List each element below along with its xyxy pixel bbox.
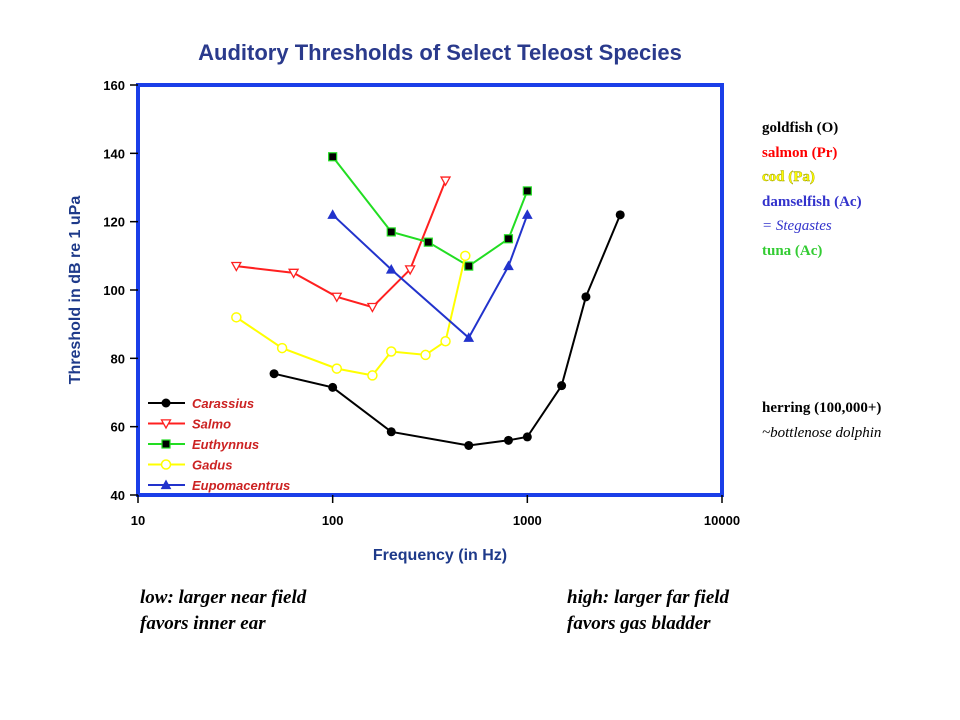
low-note-line1: low: larger near field bbox=[140, 587, 307, 608]
series-layer bbox=[230, 152, 625, 450]
note-herring: herring (100,000+) bbox=[762, 400, 882, 416]
y-axis-label: Threshold in dB re 1 uPa bbox=[67, 196, 84, 385]
data-point-carassius bbox=[522, 432, 532, 442]
data-point-eupomacentrus bbox=[521, 209, 533, 219]
series-salmo bbox=[230, 176, 452, 313]
series-line-eupomacentrus bbox=[332, 214, 529, 340]
y-tick-label: 60 bbox=[111, 420, 125, 435]
legend-item-salmo: Salmo bbox=[148, 417, 231, 432]
series-gadus bbox=[231, 250, 471, 381]
x-tick-label: 10000 bbox=[704, 513, 740, 528]
x-tick-label: 1000 bbox=[513, 513, 542, 528]
species-notes: goldfish (O) salmon (Pr) cod (Pa) damsel… bbox=[762, 116, 862, 263]
data-point-euthynnus bbox=[464, 261, 474, 271]
x-axis-label: Frequency (in Hz) bbox=[373, 547, 507, 564]
data-point-salmo bbox=[439, 176, 452, 187]
data-point-euthynnus bbox=[386, 227, 396, 237]
data-point-carassius bbox=[503, 435, 513, 445]
data-point-gadus bbox=[331, 363, 343, 374]
legend-swatch-marker bbox=[160, 419, 172, 430]
series-line-gadus bbox=[235, 255, 467, 377]
legend-swatch-marker bbox=[160, 459, 172, 470]
high-frequency-note: high: larger far field favors gas bladde… bbox=[567, 585, 729, 637]
note-dolphin: ~bottlenose dolphin bbox=[762, 425, 882, 441]
other-notes: herring (100,000+) ~bottlenose dolphin bbox=[762, 396, 881, 446]
data-point-carassius bbox=[557, 381, 567, 391]
data-point-carassius bbox=[269, 369, 279, 379]
legend-item-carassius: Carassius bbox=[148, 396, 254, 411]
data-point-gadus bbox=[420, 349, 431, 361]
legend-label: Eupomacentrus bbox=[192, 478, 290, 493]
data-point-carassius bbox=[581, 292, 591, 302]
legend-swatch-marker bbox=[161, 398, 171, 408]
data-point-gadus bbox=[386, 346, 397, 357]
data-point-euthynnus bbox=[423, 237, 433, 247]
data-point-eupomacentrus bbox=[385, 263, 397, 274]
data-point-carassius bbox=[328, 382, 338, 392]
legend-swatch-marker bbox=[161, 439, 171, 449]
data-point-euthynnus bbox=[503, 234, 514, 244]
data-point-salmo bbox=[404, 265, 416, 276]
data-point-salmo bbox=[230, 261, 242, 272]
legend-item-gadus: Gadus bbox=[148, 458, 232, 473]
series-line-euthynnus bbox=[331, 156, 529, 268]
series-euthynnus bbox=[328, 152, 532, 271]
legend-item-euthynnus: Euthynnus bbox=[148, 437, 259, 452]
low-note-line2: favors inner ear bbox=[140, 613, 266, 634]
series-line-salmo bbox=[236, 180, 447, 309]
data-point-carassius bbox=[386, 427, 396, 437]
legend-swatch-marker bbox=[160, 479, 172, 490]
x-tick-label: 10 bbox=[131, 513, 145, 528]
data-point-gadus bbox=[367, 370, 378, 381]
y-tick-label: 120 bbox=[103, 215, 125, 230]
data-point-salmo bbox=[366, 302, 379, 313]
note-damselfish: damselfish (Ac) bbox=[762, 193, 862, 210]
data-point-salmo bbox=[288, 268, 300, 279]
data-point-euthynnus bbox=[522, 186, 532, 196]
data-point-gadus bbox=[231, 312, 242, 323]
data-point-salmo bbox=[331, 292, 343, 303]
y-tick-label: 140 bbox=[103, 146, 125, 161]
note-cod: cod (Pa) bbox=[762, 169, 815, 185]
data-point-gadus bbox=[276, 342, 288, 354]
note-stegastes: = Stegastes bbox=[762, 218, 832, 234]
high-note-line2: favors gas bladder bbox=[567, 613, 711, 634]
data-point-eupomacentrus bbox=[327, 209, 339, 219]
note-tuna: tuna (Ac) bbox=[762, 242, 823, 259]
legend-label: Gadus bbox=[192, 458, 232, 473]
legend: Carassius Salmo Euthynnus Gadus Eupomacentru… bbox=[148, 396, 290, 493]
x-tick-label: 100 bbox=[322, 513, 344, 528]
series-carassius bbox=[269, 210, 625, 450]
data-point-euthynnus bbox=[328, 152, 338, 162]
legend-label: Euthynnus bbox=[192, 437, 259, 452]
data-point-carassius bbox=[464, 440, 474, 450]
data-point-eupomacentrus bbox=[503, 260, 514, 271]
legend-label: Salmo bbox=[192, 417, 231, 432]
data-point-eupomacentrus bbox=[463, 332, 475, 342]
note-goldfish: goldfish (O) bbox=[762, 120, 839, 136]
low-frequency-note: low: larger near field favors inner ear bbox=[140, 585, 306, 637]
y-tick-label: 40 bbox=[111, 488, 125, 503]
legend-item-eupomacentrus: Eupomacentrus bbox=[148, 478, 290, 493]
chart-title: Auditory Thresholds of Select Teleost Sp… bbox=[198, 40, 682, 65]
y-tick-label: 160 bbox=[103, 78, 125, 93]
legend-box bbox=[142, 387, 314, 492]
y-axis-ticks: 40 60 80 100 120 140 160 bbox=[103, 78, 138, 503]
note-salmon: salmon (Pr) bbox=[762, 144, 838, 161]
data-point-carassius bbox=[615, 210, 625, 220]
y-tick-label: 100 bbox=[103, 283, 125, 298]
data-point-gadus bbox=[460, 250, 471, 262]
data-point-gadus bbox=[440, 336, 451, 347]
series-eupomacentrus bbox=[327, 209, 533, 342]
y-tick-label: 80 bbox=[111, 351, 125, 366]
x-axis-ticks: 10 100 1000 10000 bbox=[131, 495, 740, 528]
legend-label: Carassius bbox=[192, 396, 254, 411]
high-note-line1: high: larger far field bbox=[567, 587, 730, 608]
